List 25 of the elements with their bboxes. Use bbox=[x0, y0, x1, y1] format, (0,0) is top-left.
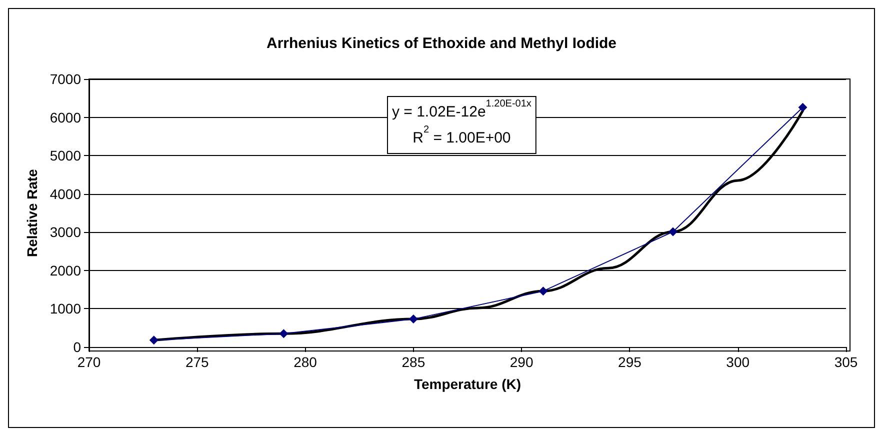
y-tick-label: 7000 bbox=[50, 71, 82, 87]
chart-title: Arrhenius Kinetics of Ethoxide and Methyl Iodide bbox=[266, 35, 617, 52]
y-tick-label: 0 bbox=[73, 339, 82, 355]
point bbox=[408, 314, 418, 324]
point bbox=[798, 102, 808, 112]
x-tick-label: 290 bbox=[510, 354, 534, 370]
y-tick-label: 4000 bbox=[50, 186, 82, 202]
y-tick-label: 5000 bbox=[50, 148, 82, 164]
x-tick-label: 275 bbox=[185, 354, 210, 370]
x-tick-label: 280 bbox=[294, 354, 318, 370]
x-tick-label: 295 bbox=[618, 354, 642, 370]
x-tick-label: 270 bbox=[77, 354, 101, 370]
point bbox=[279, 329, 288, 338]
x-axis-title: Temperature (K) bbox=[414, 376, 522, 392]
x-tick-label: 300 bbox=[726, 354, 750, 370]
point bbox=[538, 286, 548, 296]
y-tick-label: 6000 bbox=[50, 109, 82, 126]
point bbox=[149, 336, 158, 345]
y-tick-label: 1000 bbox=[50, 300, 82, 317]
y-tick-label: 3000 bbox=[50, 224, 82, 240]
x-tick-label: 285 bbox=[402, 354, 426, 370]
point bbox=[668, 227, 678, 236]
x-tick-label: 305 bbox=[834, 354, 858, 370]
y-tick-label: 2000 bbox=[50, 262, 82, 278]
y-axis-title: Relative Rate bbox=[24, 168, 40, 257]
